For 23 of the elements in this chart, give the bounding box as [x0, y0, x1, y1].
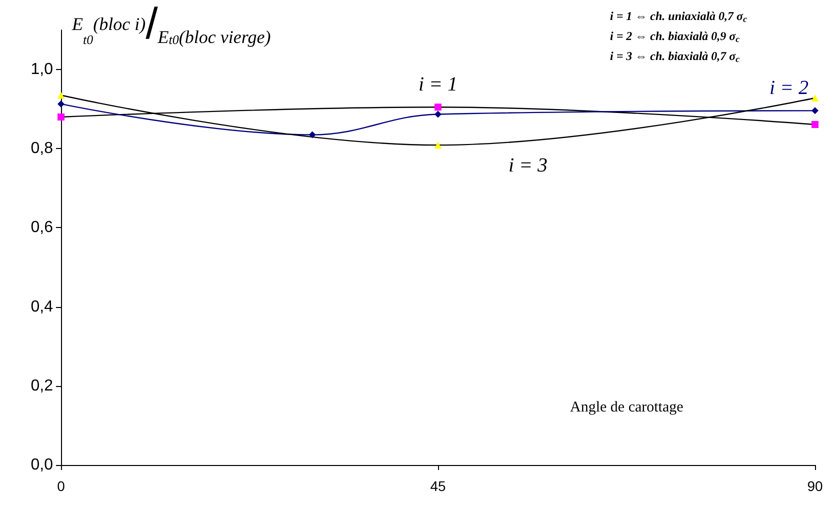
series-label: i = 1: [418, 74, 458, 96]
point: [434, 110, 442, 118]
point: [58, 92, 64, 99]
point: [58, 100, 64, 108]
y-tick-label: 0,8: [30, 140, 54, 158]
y-tick-label: 0,0: [30, 456, 54, 474]
point: [812, 107, 818, 114]
point: [434, 104, 442, 111]
point: [812, 121, 818, 128]
series-label: i = 3: [508, 154, 548, 177]
x-tick-label: 90: [807, 478, 823, 494]
x-tick-label: 0: [57, 478, 66, 494]
y-tick-label: 0,4: [30, 298, 54, 316]
y-tick-label: 1,0: [30, 61, 54, 78]
point: [812, 94, 818, 102]
point: [308, 131, 316, 138]
series-label: i = 2: [769, 77, 809, 100]
point: [434, 142, 442, 149]
point: [58, 114, 64, 120]
y-tick-label: 0,2: [30, 377, 54, 394]
x-axis-title: Angle de carottage: [570, 400, 684, 416]
x-tick-label: 45: [430, 478, 446, 494]
y-tick-label: 0,6: [30, 219, 54, 236]
